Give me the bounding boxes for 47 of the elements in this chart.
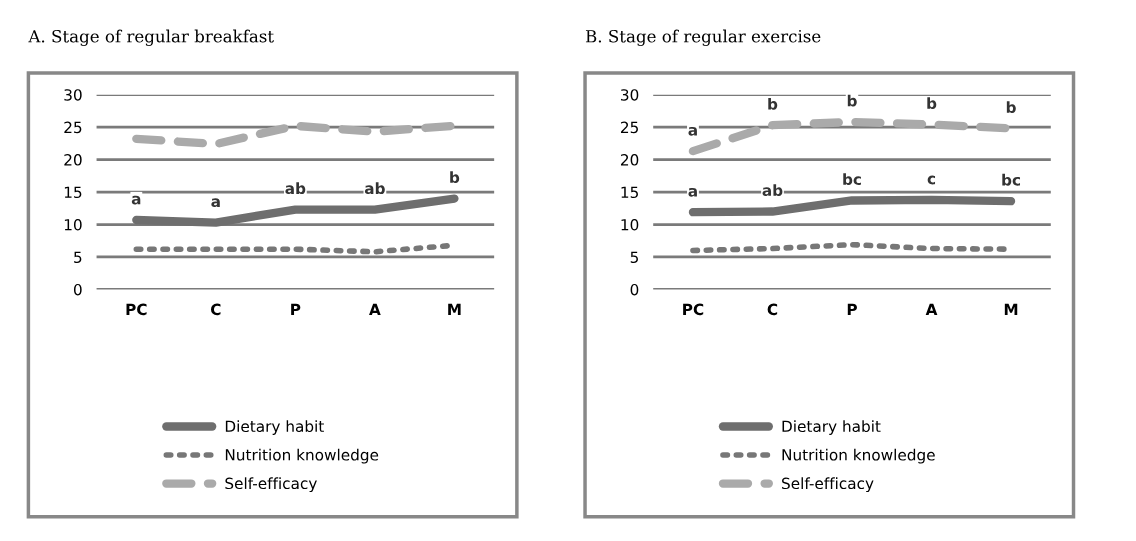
annotation: b (927, 97, 937, 110)
y-tick-label: 25 (620, 121, 638, 134)
legend-label: Dietary habit (782, 420, 881, 436)
x-tick-label: A (925, 303, 938, 315)
legend-label: Nutrition knowledge (782, 448, 935, 464)
x-tick-label: M (1004, 303, 1018, 315)
x-tick-label: C (211, 303, 221, 316)
x-tick-label: M (448, 303, 461, 315)
x-tick-label: P (291, 303, 301, 315)
y-tick-label: 20 (620, 154, 639, 166)
legend-label: Nutrition knowledge (225, 448, 379, 464)
legend-label: Dietary habit (225, 420, 324, 436)
annotation: b (1006, 101, 1016, 113)
annotation: bc (843, 173, 861, 186)
annotation: a (211, 198, 220, 208)
x-tick-label: A (369, 303, 381, 315)
chart-title: A. Stage of regular breakfast (28, 29, 274, 46)
annotation: b (450, 171, 460, 184)
y-tick-label: 10 (621, 218, 639, 231)
y-tick-label: 0 (73, 283, 82, 296)
legend-label: Self-efficacy (225, 477, 317, 493)
x-tick-label: PC (683, 303, 704, 316)
annotation: ab (762, 184, 783, 197)
y-tick-label: 20 (64, 154, 82, 166)
annotation: b (847, 94, 857, 107)
y-tick-label: 10 (64, 218, 82, 231)
y-tick-label: 25 (64, 121, 82, 134)
annotation: bc (1002, 173, 1021, 186)
annotation: a (688, 187, 697, 197)
y-tick-label: 15 (64, 186, 82, 199)
annotation: ab (285, 182, 306, 195)
x-tick-label: C (767, 303, 778, 316)
legend-label: Self-efficacy (782, 477, 874, 493)
y-tick-label: 5 (74, 251, 82, 263)
annotation: c (927, 175, 936, 185)
y-tick-label: 30 (621, 89, 639, 101)
y-tick-label: 0 (630, 283, 639, 296)
y-tick-label: 15 (621, 186, 638, 199)
annotation: ab (364, 182, 385, 195)
annotation: a (131, 195, 141, 205)
y-tick-label: 5 (630, 251, 638, 263)
x-tick-label: PC (126, 303, 147, 316)
annotation: b (768, 97, 778, 110)
x-tick-label: P (847, 303, 857, 315)
y-tick-label: 30 (64, 89, 82, 101)
annotation: a (688, 126, 697, 136)
chart-title: B. Stage of regular exercise (585, 29, 821, 46)
